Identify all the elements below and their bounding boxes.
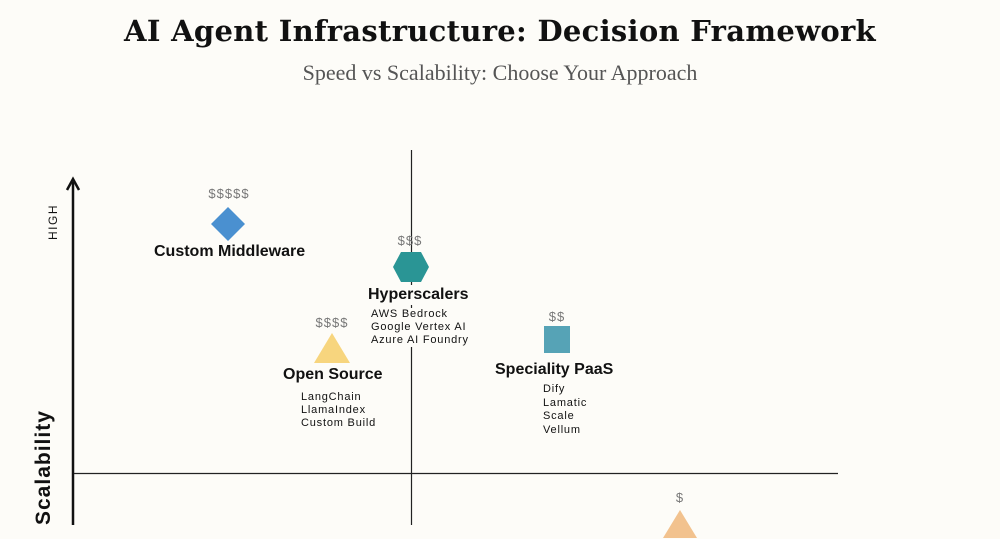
price-hyperscalers: $$$ — [397, 233, 423, 248]
tool-item: Google Vertex AI — [371, 321, 467, 333]
y-axis-arrow-icon — [65, 176, 81, 191]
tool-item: Custom Build — [301, 417, 377, 429]
tool-item: Dify — [543, 383, 566, 395]
hyperscalers-tools: AWS Bedrock Google Vertex AI Azure AI Fo… — [371, 308, 473, 347]
page-subtitle: Speed vs Scalability: Choose Your Approa… — [302, 60, 698, 85]
tool-item: LlamaIndex — [301, 404, 366, 416]
quadrant-lines — [65, 150, 838, 525]
item-open-source: Open Source — [283, 366, 383, 384]
diamond-icon — [211, 207, 245, 241]
item-hyperscalers: Hyperscalers — [366, 285, 471, 305]
speciality-paas-tools: Dify Lamatic Scale Vellum — [543, 383, 588, 437]
tool-item: Scale — [543, 410, 575, 422]
triangle-icon — [663, 510, 697, 538]
open-source-tools: LangChain LlamaIndex Custom Build — [301, 391, 377, 430]
price-custom-middleware: $$$$$ — [208, 186, 250, 201]
triangle-icon — [314, 333, 350, 363]
price-open-source: $$$$ — [315, 315, 349, 330]
tool-item: Lamatic — [543, 396, 588, 409]
hexagon-icon — [393, 252, 429, 282]
y-axis-high-label: HIGH — [46, 204, 60, 240]
item-custom-middleware: Custom Middleware — [154, 243, 306, 261]
item-speciality-paas: Speciality PaaS — [495, 361, 614, 379]
tool-item: Vellum — [543, 423, 581, 436]
price-bottom-item: $ — [675, 490, 685, 505]
tool-item: LangChain — [301, 391, 362, 403]
tool-item: Azure AI Foundry — [371, 334, 469, 346]
tool-item: AWS Bedrock — [371, 308, 448, 320]
price-speciality-paas: $$ — [548, 309, 566, 324]
page-title: AI Agent Infrastructure: Decision Framew… — [124, 14, 876, 48]
square-icon — [544, 326, 570, 353]
y-axis-label: Scalability — [32, 410, 55, 525]
